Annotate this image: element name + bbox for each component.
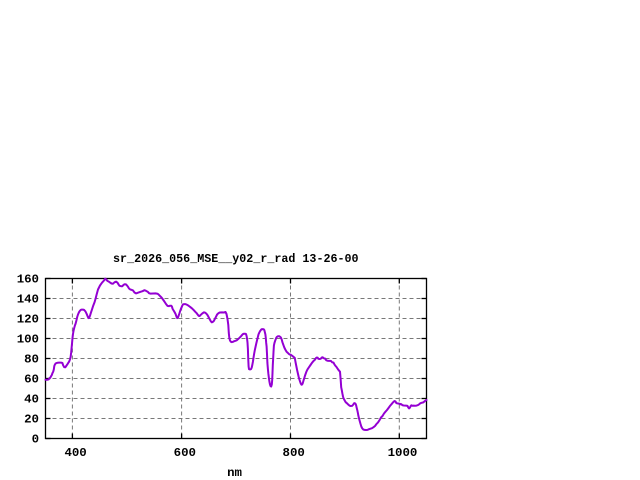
svg-text:160: 160 xyxy=(17,273,39,287)
svg-text:sr_2026_056_MSE__y02_r_rad 13-: sr_2026_056_MSE__y02_r_rad 13-26-00 xyxy=(113,252,358,266)
svg-text:800: 800 xyxy=(283,446,305,460)
svg-text:0: 0 xyxy=(32,433,39,447)
svg-text:60: 60 xyxy=(24,373,39,387)
svg-text:120: 120 xyxy=(17,313,39,327)
svg-text:nm: nm xyxy=(227,466,242,480)
svg-text:80: 80 xyxy=(24,353,39,367)
svg-text:100: 100 xyxy=(17,333,39,347)
svg-text:600: 600 xyxy=(174,446,196,460)
svg-text:140: 140 xyxy=(17,293,39,307)
svg-text:1000: 1000 xyxy=(388,446,418,460)
svg-text:400: 400 xyxy=(64,446,86,460)
svg-text:20: 20 xyxy=(24,413,39,427)
svg-text:40: 40 xyxy=(24,393,39,407)
